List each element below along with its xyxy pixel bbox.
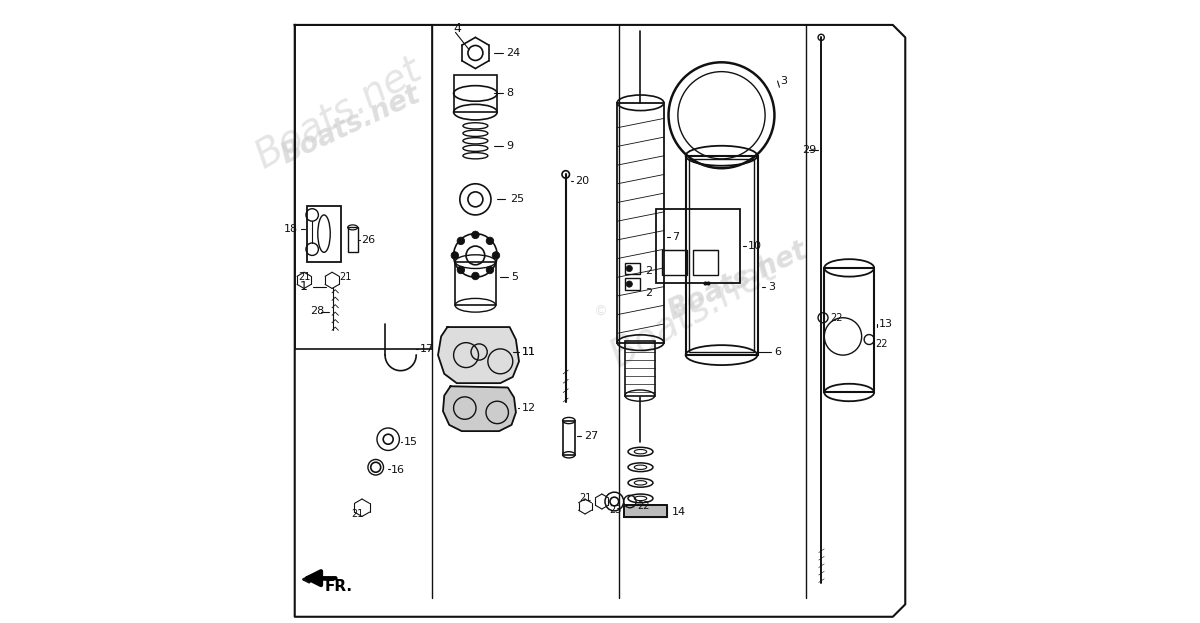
- Bar: [824, 268, 874, 392]
- Circle shape: [457, 237, 464, 245]
- Text: 9: 9: [506, 141, 514, 151]
- Text: 6: 6: [774, 347, 781, 357]
- Text: ©: ©: [593, 305, 607, 318]
- Circle shape: [472, 272, 479, 280]
- Text: 15: 15: [403, 437, 418, 447]
- Text: 25: 25: [510, 194, 523, 204]
- Circle shape: [486, 266, 493, 273]
- Text: 26: 26: [361, 235, 376, 245]
- Text: 21: 21: [340, 272, 352, 282]
- Text: 3: 3: [781, 76, 787, 86]
- Bar: [307, 206, 342, 262]
- Text: Boats.net: Boats.net: [248, 49, 428, 175]
- Text: 22: 22: [875, 339, 888, 349]
- Text: 8: 8: [506, 88, 514, 98]
- Circle shape: [492, 252, 499, 259]
- Text: Boats.net: Boats.net: [662, 235, 811, 325]
- Text: 22: 22: [830, 313, 844, 323]
- Text: Boats.net: Boats.net: [604, 249, 784, 374]
- Text: 28: 28: [311, 307, 324, 316]
- Text: 2: 2: [646, 266, 653, 276]
- Text: 21: 21: [298, 272, 311, 282]
- Text: FR.: FR.: [325, 579, 353, 594]
- Text: 29: 29: [803, 145, 817, 155]
- Bar: [625, 341, 655, 396]
- Text: 21: 21: [350, 509, 364, 519]
- Text: 17: 17: [419, 344, 433, 354]
- Bar: [662, 250, 688, 275]
- Text: 14: 14: [672, 507, 685, 517]
- Text: 23: 23: [610, 505, 622, 515]
- Text: 13: 13: [880, 319, 893, 329]
- Circle shape: [626, 265, 632, 272]
- Bar: [625, 263, 641, 274]
- Text: 11: 11: [522, 347, 536, 357]
- Text: 27: 27: [584, 431, 599, 441]
- Bar: [456, 262, 496, 305]
- Circle shape: [472, 231, 479, 239]
- Text: 3: 3: [768, 282, 775, 292]
- Text: 22: 22: [637, 502, 650, 511]
- Text: 21: 21: [578, 493, 592, 503]
- Text: 24: 24: [506, 48, 521, 58]
- Bar: [454, 75, 497, 112]
- Bar: [563, 421, 575, 455]
- Polygon shape: [624, 505, 667, 517]
- Bar: [689, 159, 754, 352]
- Polygon shape: [443, 386, 516, 431]
- Bar: [625, 278, 641, 290]
- Circle shape: [457, 266, 464, 273]
- Bar: [656, 209, 740, 283]
- Text: 10: 10: [749, 241, 762, 251]
- Text: 18: 18: [283, 224, 298, 234]
- Bar: [694, 250, 719, 275]
- Text: 4: 4: [454, 22, 462, 34]
- Text: 16: 16: [391, 465, 406, 475]
- Text: 12: 12: [522, 403, 536, 413]
- Text: 7: 7: [672, 232, 679, 242]
- Circle shape: [626, 281, 632, 287]
- Bar: [295, 25, 432, 349]
- Polygon shape: [438, 327, 520, 383]
- Text: 11: 11: [522, 347, 536, 357]
- Text: 1: 1: [300, 280, 308, 293]
- Text: 20: 20: [575, 176, 589, 186]
- Text: Boats.net: Boats.net: [276, 80, 425, 169]
- Text: 2: 2: [646, 288, 653, 298]
- Bar: [618, 103, 664, 343]
- Text: 5: 5: [511, 272, 518, 282]
- Circle shape: [451, 252, 458, 259]
- Bar: [624, 505, 667, 517]
- Bar: [348, 227, 358, 252]
- Bar: [686, 156, 757, 355]
- Circle shape: [486, 237, 493, 245]
